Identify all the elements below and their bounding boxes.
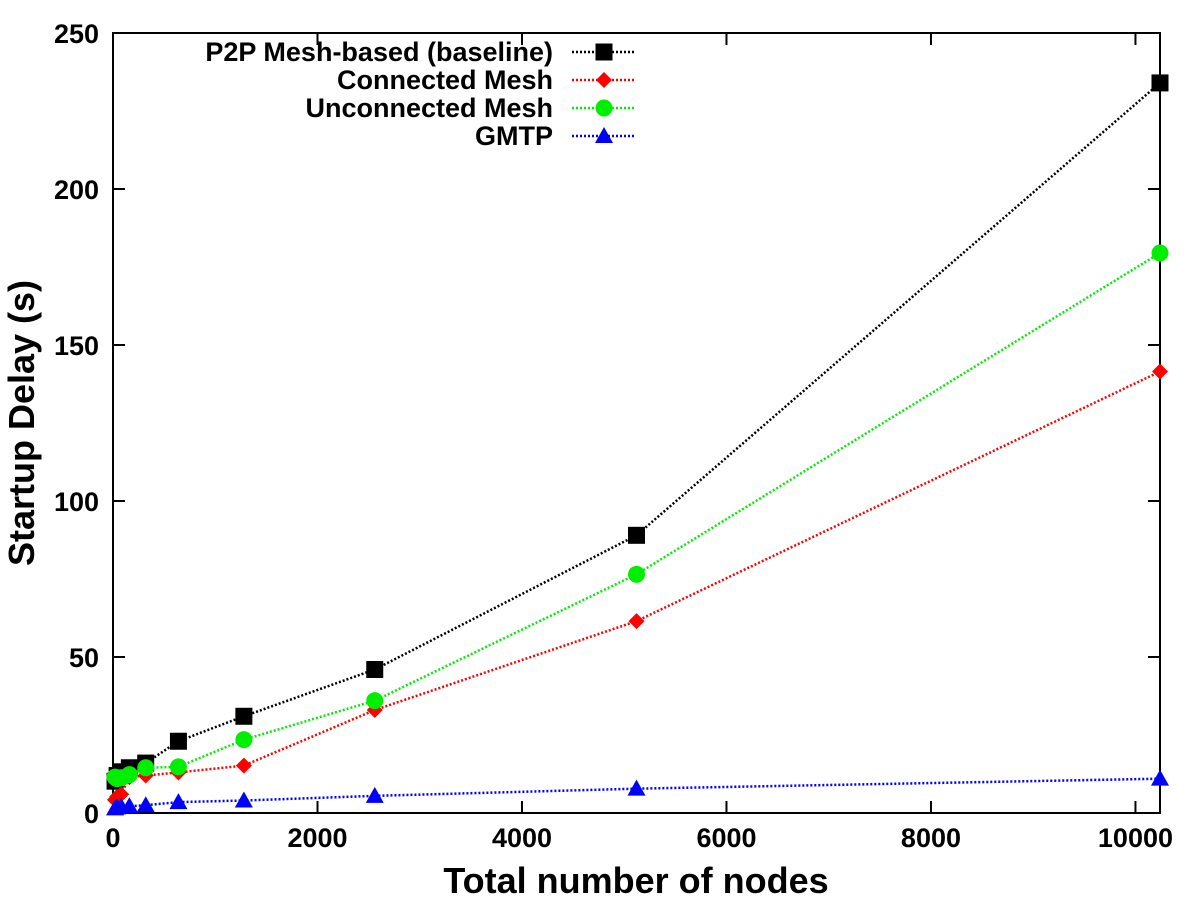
data-point [235,707,253,725]
data-point [1151,244,1169,262]
data-point [1151,769,1169,786]
data-point [169,758,187,776]
y-tick-label: 50 [69,643,99,673]
legend-label: Unconnected Mesh [305,93,553,123]
data-point [628,565,645,583]
series-3 [106,244,1169,788]
data-point [234,791,253,808]
data-point [235,731,253,749]
data-point [627,779,646,796]
x-tick-label: 2000 [287,823,347,853]
legend-label: P2P Mesh-based (baseline) [205,37,553,67]
legend-marker [595,127,613,143]
x-axis-title: Total number of nodes [443,860,828,900]
legend-marker [595,99,613,117]
series-2 [107,363,1168,808]
x-tick-label: 10000 [1098,823,1173,853]
axis-ticks: 0 2000 4000 6000 8000 10000 0 50 100 150 200 250 [54,19,1173,853]
y-tick-label: 200 [54,175,99,205]
x-tick-label: 0 [105,823,120,853]
legend-marker [595,43,613,61]
series-line [113,81,1161,782]
series-line [113,370,1161,801]
plot-frame [112,32,1161,814]
series-layer [106,74,1169,816]
data-point [136,796,155,813]
data-point [1151,74,1169,92]
legend-label: Connected Mesh [337,65,553,95]
data-point [366,660,384,678]
data-point [169,793,188,810]
data-point [1152,363,1168,380]
series-4 [106,769,1169,816]
legend-label: GMTP [475,121,553,151]
y-tick-label: 0 [84,799,99,829]
data-point [628,526,645,544]
x-tick-label: 4000 [492,823,552,853]
data-point [235,757,252,774]
data-point [628,613,645,630]
data-point [120,797,139,814]
data-point [137,759,155,777]
y-axis-title: Startup Delay (s) [1,280,42,566]
data-point [366,692,384,710]
y-tick-label: 250 [54,19,99,49]
x-tick-label: 6000 [696,823,756,853]
x-tick-label: 8000 [901,823,961,853]
data-point [113,786,130,803]
data-point [120,766,138,784]
legend: P2P Mesh-based (baseline)Connected MeshU… [205,37,636,151]
data-point [365,786,384,803]
y-tick-label: 150 [54,331,99,361]
data-point [169,732,187,750]
series-line [114,251,1161,781]
y-tick-label: 100 [54,487,99,517]
legend-marker [596,72,612,88]
series-1 [106,74,1169,790]
